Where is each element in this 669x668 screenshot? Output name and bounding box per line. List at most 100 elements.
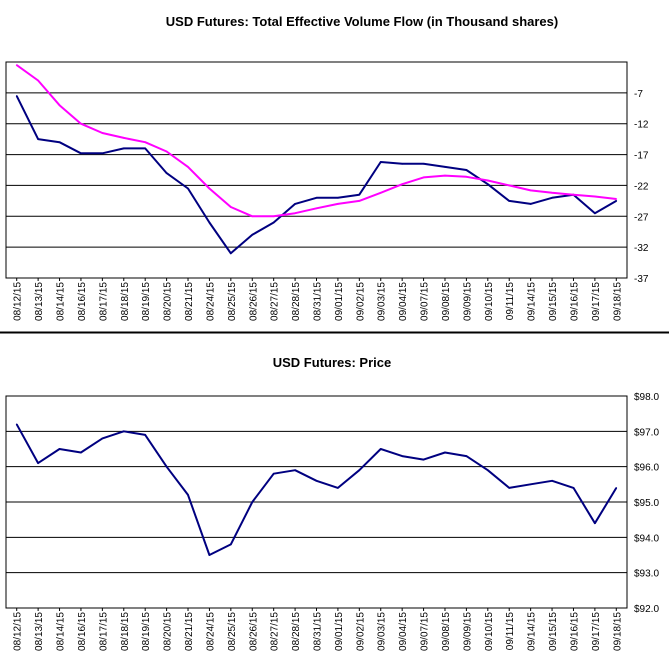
data-point <box>101 132 104 134</box>
data-point <box>122 147 125 150</box>
y-tick-label: $96.0 <box>634 463 659 474</box>
x-tick-label: 09/10/15 <box>484 282 495 321</box>
x-tick-label: 09/15/15 <box>548 612 559 651</box>
data-point <box>572 487 575 489</box>
series-group <box>15 423 618 556</box>
data-point <box>294 212 296 214</box>
data-point <box>230 206 232 208</box>
x-tick-label: 09/07/15 <box>420 612 431 651</box>
data-point <box>187 187 189 190</box>
y-tick-label: -22 <box>634 181 649 192</box>
data-point <box>487 179 489 182</box>
y-tick-label: -17 <box>634 151 649 162</box>
data-point <box>165 150 168 153</box>
data-point <box>487 469 489 472</box>
x-tick-label: 09/10/15 <box>484 612 495 651</box>
data-point <box>208 221 211 224</box>
data-point <box>508 487 511 489</box>
data-point <box>594 212 596 214</box>
data-point <box>529 203 532 205</box>
data-point <box>272 221 275 224</box>
data-point <box>594 195 596 198</box>
data-point <box>37 79 39 82</box>
y-tick-label: $94.0 <box>634 533 659 544</box>
data-point <box>358 469 361 472</box>
data-point <box>58 141 61 144</box>
data-point <box>294 469 296 472</box>
x-tick-label: 09/14/15 <box>527 612 538 651</box>
data-point <box>251 234 254 236</box>
data-point <box>101 437 104 440</box>
x-tick-label: 09/16/15 <box>569 612 580 651</box>
data-point <box>615 487 618 489</box>
data-point <box>401 183 403 185</box>
x-tick-label: 08/13/15 <box>34 282 45 321</box>
data-point <box>165 465 168 468</box>
x-tick-label: 09/18/15 <box>612 612 623 651</box>
x-tick-label: 08/20/15 <box>163 282 174 321</box>
x-tick-label: 08/18/15 <box>120 282 131 321</box>
data-point <box>272 472 275 475</box>
data-point <box>122 430 125 433</box>
x-tick-label: 08/17/15 <box>98 612 109 651</box>
x-tick-label: 08/18/15 <box>120 612 131 651</box>
x-tick-label: 09/04/15 <box>398 612 409 651</box>
data-point <box>572 193 575 196</box>
data-point <box>465 455 468 457</box>
y-tick-label: $97.0 <box>634 427 659 438</box>
data-point <box>551 196 553 199</box>
y-tick-label: -27 <box>634 212 649 223</box>
data-point <box>37 462 39 464</box>
x-tick-label: 08/25/15 <box>227 612 238 651</box>
data-point <box>15 64 18 66</box>
x-tick-label: 08/14/15 <box>56 612 67 651</box>
chart-title: USD Futures: Total Effective Volume Flow… <box>166 14 558 29</box>
x-tick-label: 09/02/15 <box>355 282 366 321</box>
data-point <box>508 200 511 202</box>
x-tick-label: 09/15/15 <box>548 282 559 321</box>
data-point <box>529 189 532 192</box>
data-point <box>80 451 82 454</box>
x-tick-label: 08/25/15 <box>227 282 238 321</box>
data-point <box>272 215 275 218</box>
x-tick-label: 09/04/15 <box>398 282 409 321</box>
x-tick-label: 08/27/15 <box>270 282 281 321</box>
y-tick-label: -32 <box>634 243 649 254</box>
x-tick-label: 08/19/15 <box>141 282 152 321</box>
data-point <box>337 487 339 489</box>
x-tick-label: 09/03/15 <box>377 612 388 651</box>
x-tick-label: 08/31/15 <box>313 612 324 651</box>
data-point <box>379 161 382 163</box>
data-point <box>422 163 425 165</box>
data-point <box>444 174 446 177</box>
data-point <box>358 193 361 196</box>
y-tick-label: -37 <box>634 274 649 285</box>
y-tick-label: $93.0 <box>634 569 659 580</box>
x-tick-label: 09/17/15 <box>591 282 602 321</box>
data-point <box>422 458 425 461</box>
y-axis-ticks: -7 -12 -17 -22 -27 -32 -37 <box>634 89 649 285</box>
x-tick-label: 08/20/15 <box>163 612 174 651</box>
data-point <box>465 175 468 178</box>
x-tick-label: 08/19/15 <box>141 612 152 651</box>
x-axis-ticks: 08/12/15 08/13/15 08/14/15 08/16/15 08/17/15… <box>13 608 623 651</box>
data-point <box>379 448 382 450</box>
data-point <box>465 169 468 171</box>
chart-title: USD Futures: Price <box>273 355 391 370</box>
data-point <box>337 203 339 205</box>
x-tick-label: 08/14/15 <box>56 282 67 321</box>
x-tick-label: 09/09/15 <box>462 612 473 651</box>
x-tick-label: 09/14/15 <box>527 282 538 321</box>
data-point <box>551 480 553 482</box>
volume-flow-chart: USD Futures: Total Effective Volume Flow… <box>5 14 649 321</box>
x-tick-label: 09/11/15 <box>505 612 516 651</box>
data-point <box>144 434 146 436</box>
data-point <box>251 501 254 503</box>
data-point <box>187 494 189 496</box>
x-tick-label: 08/16/15 <box>77 282 88 321</box>
data-point <box>315 207 318 210</box>
x-tick-label: 09/08/15 <box>441 612 452 651</box>
data-point <box>529 483 532 486</box>
data-point <box>58 448 61 450</box>
